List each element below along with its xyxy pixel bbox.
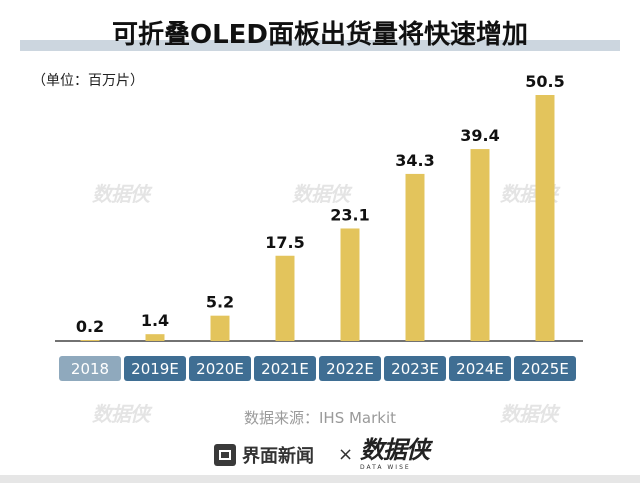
x-tick-label: 2025E bbox=[521, 360, 569, 378]
bar bbox=[275, 255, 295, 341]
shujuxia-brand-text: 数据侠 bbox=[360, 436, 430, 464]
category-label-box bbox=[124, 356, 186, 381]
x-tick-label: 2024E bbox=[456, 360, 504, 378]
bar bbox=[80, 340, 100, 341]
jiemian-logo: 界面新闻 bbox=[214, 442, 314, 468]
data-label: 1.4 bbox=[141, 311, 169, 330]
watermark: 数据侠 bbox=[92, 182, 150, 206]
category-label-box bbox=[254, 356, 316, 381]
category-label-box bbox=[319, 356, 381, 381]
chart-title: 可折叠OLED面板出货量将快速增加 bbox=[111, 20, 528, 50]
x-tick-label: 2020E bbox=[196, 360, 244, 378]
unit-label: （单位：百万片） bbox=[32, 73, 144, 89]
data-label: 5.2 bbox=[206, 293, 234, 312]
category-label-box bbox=[189, 356, 251, 381]
category-label-box bbox=[449, 356, 511, 381]
category-label-box bbox=[59, 356, 121, 381]
source-note: 数据来源：IHS Markit bbox=[243, 409, 397, 427]
x-tick-label: 2021E bbox=[261, 360, 309, 378]
data-label: 50.5 bbox=[525, 72, 564, 91]
x-tick-label: 2022E bbox=[326, 360, 374, 378]
jiemian-brand-text: 界面新闻 bbox=[242, 446, 314, 467]
bar bbox=[145, 334, 165, 341]
category-label-box bbox=[384, 356, 446, 381]
bar bbox=[340, 228, 360, 341]
shujuxia-logo: 数据侠 DATA WISE bbox=[360, 436, 430, 476]
bar bbox=[535, 95, 555, 341]
bar bbox=[470, 149, 490, 341]
footer-line bbox=[0, 475, 640, 483]
data-label: 23.1 bbox=[330, 205, 369, 224]
bar-chart: 0.2 2018 1.4 2019E 5.2 2020E 17.5 2021E 23.1 2022… bbox=[55, 72, 583, 381]
category-label-box bbox=[514, 356, 576, 381]
data-label: 0.2 bbox=[76, 317, 104, 336]
x-tick-label: 2018 bbox=[71, 360, 109, 378]
title-band bbox=[20, 40, 620, 51]
x-tick-label: 2023E bbox=[391, 360, 439, 378]
data-label: 17.5 bbox=[265, 233, 304, 252]
bar bbox=[210, 315, 230, 341]
times-sign: × bbox=[338, 444, 354, 465]
watermark: 数据侠 bbox=[500, 402, 558, 426]
watermark: 数据侠 bbox=[92, 402, 150, 426]
x-tick-label: 2019E bbox=[131, 360, 179, 378]
data-label: 39.4 bbox=[460, 126, 499, 145]
data-label: 34.3 bbox=[395, 151, 434, 170]
watermark: 数据侠 bbox=[292, 182, 350, 206]
bar bbox=[405, 173, 425, 341]
shujuxia-sub-text: DATA WISE bbox=[360, 464, 411, 471]
jiemian-icon bbox=[214, 444, 236, 466]
